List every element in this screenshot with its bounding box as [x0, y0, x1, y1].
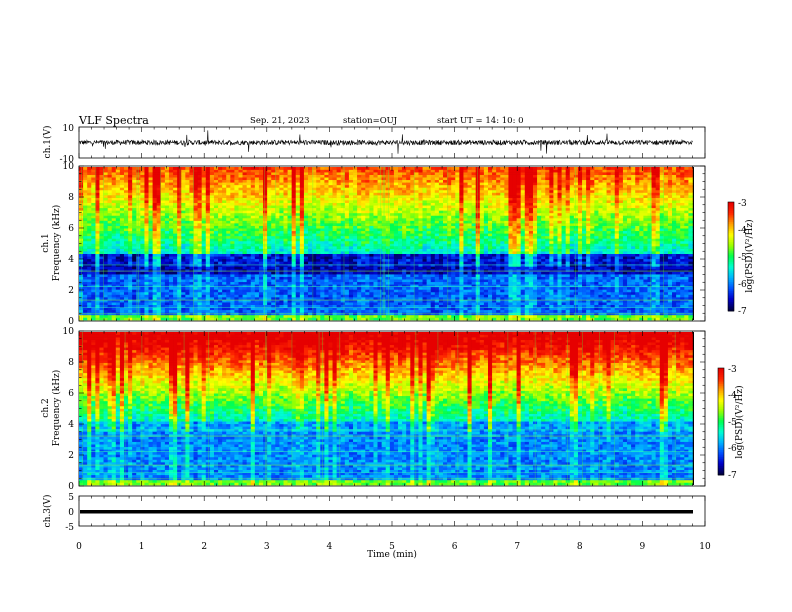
time-tick-label: 0 — [76, 542, 82, 552]
ch1-spectrogram-image — [79, 167, 693, 321]
time-tick-label: 5 — [389, 542, 395, 552]
ch2-colorbar-label: log(PSD)(V²/Hz) — [734, 385, 745, 458]
station-label: station=OUJ — [343, 116, 398, 126]
time-tick-label: 10 — [699, 542, 711, 552]
frequency-tick-label: 4 — [68, 255, 74, 265]
ch1-cb-tick-7: -7 — [738, 307, 747, 317]
frequency-tick-label: 4 — [68, 420, 74, 430]
frequency-tick-label: 0 — [68, 317, 74, 327]
start-time-label: start UT = 14: 10: 0 — [437, 116, 524, 126]
frequency-tick-label: 6 — [68, 389, 74, 399]
x-axis-label: Time (min) — [367, 549, 417, 560]
ch2-cb-tick-7: -7 — [728, 471, 737, 481]
ch2-spectrogram-yticks: 0 2 4 6 8 10 — [63, 327, 705, 492]
ch1-waveform-trace — [78, 130, 693, 154]
time-tick-label: 7 — [514, 542, 520, 552]
frequency-tick-label: 8 — [68, 358, 74, 368]
ch1-cb-tick-6: -6 — [738, 280, 747, 290]
ch1-time-ticks — [78, 127, 706, 158]
ch1-spectrogram-ylabel-line1: ch.1 — [41, 233, 51, 252]
ch1-cb-tick-5: -5 — [738, 253, 747, 263]
ch1-ylabel: ch.1(V) — [42, 126, 53, 159]
ch1-colorbar: -3 -4 -5 -6 -7 log(PSD)(V²/Hz) — [727, 199, 755, 317]
ch1-ytick-bottom: -10 — [60, 155, 75, 165]
frequency-tick-label: 2 — [68, 286, 74, 296]
time-tick-label: 4 — [327, 542, 333, 552]
ch1-ytick-top: 10 — [63, 124, 75, 134]
ch1-colorbar-label: log(PSD)(V²/Hz) — [744, 219, 755, 292]
ch2-colorbar: -3 -4 -5 -6 -7 log(PSD)(V²/Hz) — [717, 365, 745, 481]
ch2-spectrogram-image — [79, 332, 693, 486]
time-tick-label: 8 — [577, 542, 583, 552]
time-tick-label: 2 — [201, 542, 207, 552]
ch2-cb-tick-6: -6 — [728, 444, 737, 454]
time-tick-label: 9 — [640, 542, 646, 552]
ch2-spectrogram-ylabel-line1: ch.2 — [41, 398, 51, 417]
ch3-waveform-trace — [80, 510, 693, 514]
time-tick-label: 1 — [139, 542, 145, 552]
time-tick-label: 3 — [264, 542, 270, 552]
ch3-time-ticks — [78, 496, 706, 526]
ch2-cb-tick-3: -3 — [728, 365, 737, 375]
ch1-cb-tick-3: -3 — [738, 199, 747, 209]
date-label: Sep. 21, 2023 — [250, 116, 310, 126]
ch3-ytick-top: 5 — [68, 493, 74, 503]
ch3-ytick-mid: 0 — [68, 508, 74, 518]
ch1-spectrogram-time-ticks — [78, 166, 706, 321]
frequency-tick-label: 6 — [68, 224, 74, 234]
ch1-waveform-panel: 10 -10 ch.1(V) — [42, 124, 706, 165]
ch1-spectrogram-yticks: 0 2 4 6 8 10 — [63, 162, 705, 327]
ch2-spectrogram-ylabel-line2: Frequency (kHz) — [51, 370, 62, 447]
frequency-tick-label: 0 — [68, 482, 74, 492]
figure-title: VLF Spectra — [78, 114, 149, 127]
time-tick-label: 6 — [452, 542, 458, 552]
ch3-ylabel: ch.3(V) — [42, 495, 53, 528]
frequency-tick-label: 10 — [63, 327, 75, 337]
ch2-spectrogram-time-ticks — [78, 331, 706, 486]
ch1-spectrogram-ylabel-line2: Frequency (kHz) — [51, 205, 62, 282]
ch3-ytick-bottom: -5 — [65, 523, 74, 533]
ch3-waveform-panel: 5 0 -5 ch.3(V) — [42, 493, 706, 533]
time-axis-tick-labels: 0 1 2 3 4 5 6 7 8 9 10 — [76, 542, 711, 552]
frequency-tick-label: 2 — [68, 451, 74, 461]
frequency-tick-label: 8 — [68, 193, 74, 203]
ch2-cb-tick-4: -4 — [728, 391, 737, 401]
ch2-spectrogram-panel: 0 2 4 6 8 10 ch.2 Frequency (kHz) — [41, 327, 706, 492]
ch1-cb-tick-4: -4 — [738, 226, 747, 236]
ch2-cb-tick-5: -5 — [728, 418, 737, 428]
frequency-tick-label: 10 — [63, 162, 75, 172]
ch1-spectrogram-panel: 0 2 4 6 8 10 ch.1 Frequency (kHz) — [41, 162, 706, 327]
